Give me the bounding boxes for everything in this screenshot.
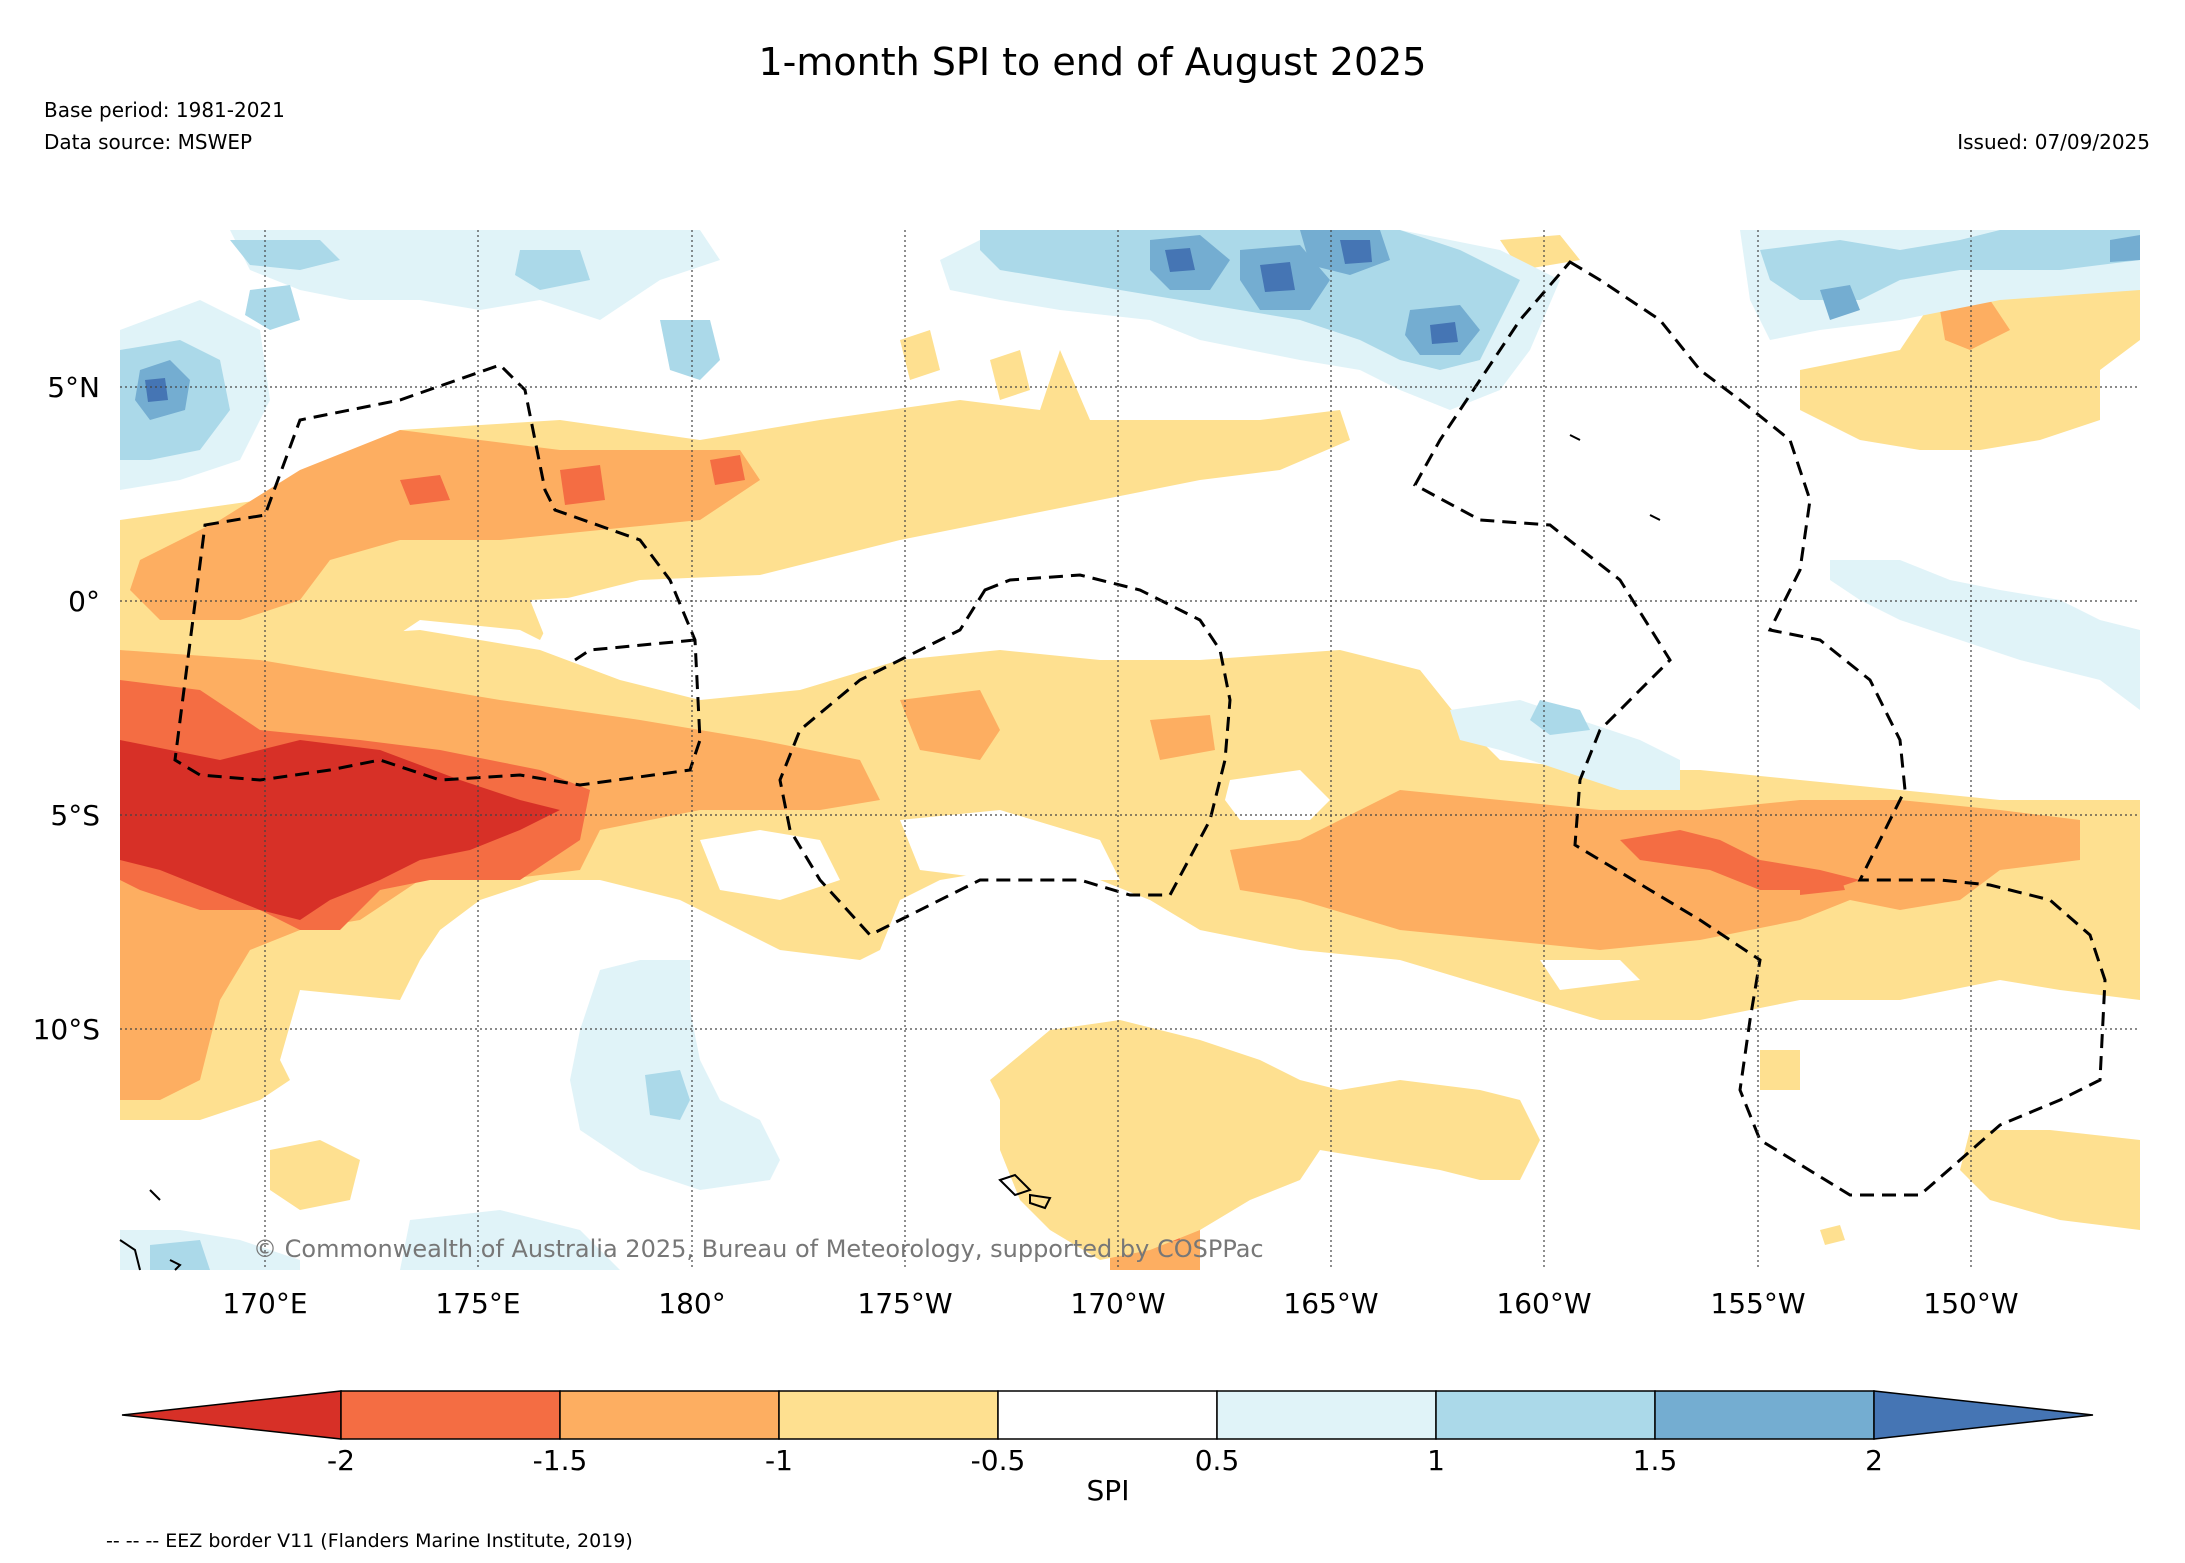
lon-label-165w: 165°W — [1283, 1287, 1378, 1320]
colorbar-segment-3 — [778, 1390, 999, 1440]
lon-label-180: 180° — [658, 1287, 725, 1320]
eez-borders — [173, 260, 2107, 1197]
issued-date-label: Issued: 07/09/2025 — [1957, 130, 2150, 154]
colorbar-tick: -2 — [327, 1444, 355, 1477]
lon-label-175e: 175°E — [435, 1287, 520, 1320]
lon-label-160w: 160°W — [1496, 1287, 1591, 1320]
lon-label-155w: 155°W — [1710, 1287, 1805, 1320]
islands — [119, 434, 1661, 1271]
eez-footnote: -- -- -- EEZ border V11 (Flanders Marine… — [106, 1530, 633, 1552]
colorbar-segment-7 — [1654, 1390, 1875, 1440]
lon-label-170e: 170°E — [222, 1287, 307, 1320]
colorbar-segment-1 — [340, 1390, 561, 1440]
data-source-label: Data source: MSWEP — [44, 130, 253, 154]
base-period-label: Base period: 1981-2021 — [44, 98, 285, 122]
colorbar-segment-4 — [997, 1390, 1218, 1440]
colorbar-segment-6 — [1435, 1390, 1656, 1440]
spi-field — [120, 230, 2140, 1270]
colorbar-tick: 1 — [1427, 1444, 1445, 1477]
colorbar-tick: -1 — [765, 1444, 793, 1477]
colorbar-label: SPI — [1087, 1474, 1130, 1507]
copyright-notice: © Commonwealth of Australia 2025, Bureau… — [253, 1235, 1264, 1263]
colorbar-tick: 1.5 — [1633, 1444, 1678, 1477]
lat-label-0: 0° — [68, 585, 100, 618]
lon-label-175w: 175°W — [857, 1287, 952, 1320]
colorbar-high-extend — [1873, 1390, 2094, 1440]
lon-label-170w: 170°W — [1070, 1287, 1165, 1320]
area-very-dry — [120, 740, 560, 920]
area-mod-dry-east — [1230, 790, 2080, 950]
colorbar-low-extend — [121, 1390, 342, 1440]
colorbar — [121, 1390, 2094, 1440]
map-title: 1-month SPI to end of August 2025 — [758, 40, 1427, 84]
colorbar-segment-5 — [1216, 1390, 1437, 1440]
colorbar-tick: -1.5 — [533, 1444, 588, 1477]
area-mod-dry-north — [130, 430, 760, 620]
area-mod-dry-central — [900, 690, 1000, 760]
lat-label-5n: 5°N — [47, 371, 100, 404]
area-slight-wet-north — [230, 230, 720, 320]
colorbar-segment-2 — [559, 1390, 780, 1440]
area-dry-east — [1620, 830, 1860, 890]
colorbar-tick: -0.5 — [971, 1444, 1026, 1477]
lat-label-10s: 10°S — [33, 1013, 100, 1046]
lon-label-150w: 150°W — [1923, 1287, 2018, 1320]
colorbar-tick: 0.5 — [1195, 1444, 1240, 1477]
colorbar-tick: 2 — [1865, 1444, 1883, 1477]
band-north-slight-dry — [120, 350, 1350, 660]
graticule — [120, 230, 2140, 1270]
lat-label-5s: 5°S — [50, 799, 100, 832]
